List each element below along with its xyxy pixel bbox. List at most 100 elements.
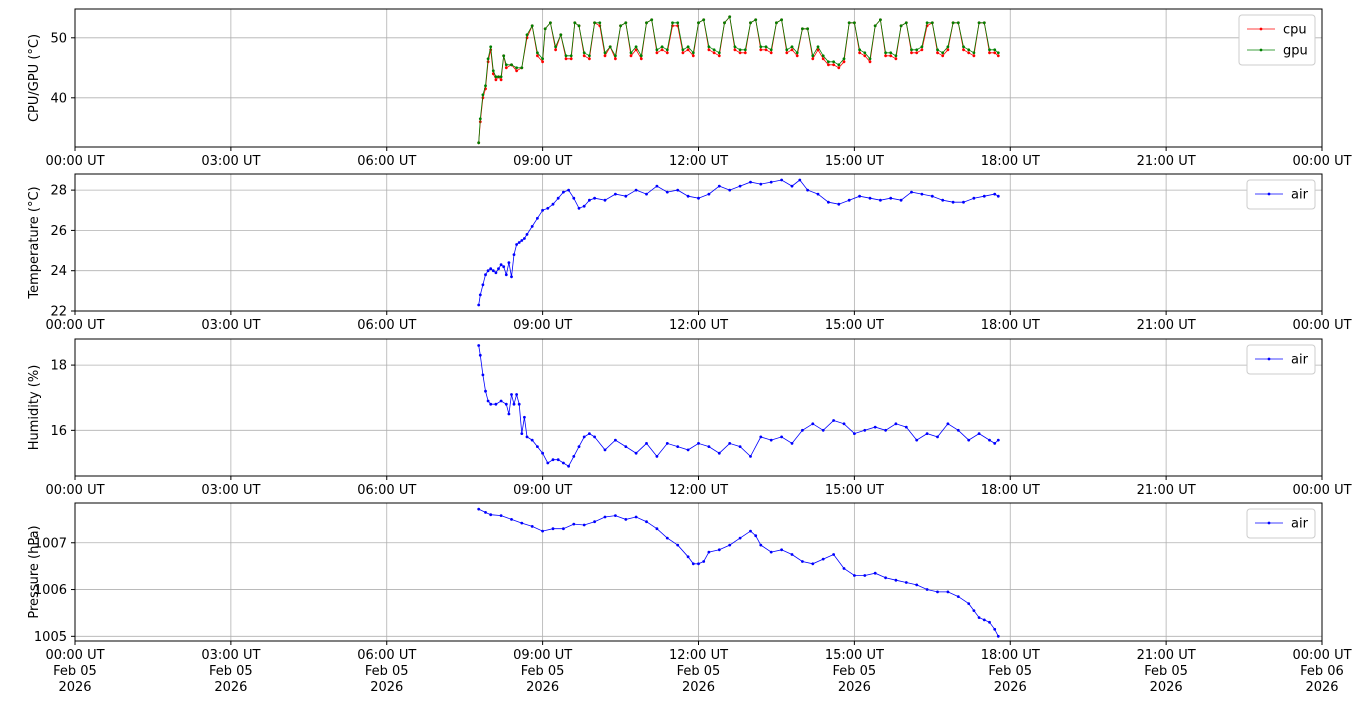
data-point xyxy=(634,188,638,192)
data-point xyxy=(996,54,1000,58)
data-point xyxy=(920,192,924,196)
data-point xyxy=(707,192,711,196)
y-tick-label: 26 xyxy=(50,224,67,239)
data-point xyxy=(494,271,498,275)
data-point xyxy=(502,54,506,58)
data-point xyxy=(486,399,490,403)
data-point xyxy=(624,445,628,448)
data-point xyxy=(660,48,664,52)
data-point xyxy=(573,21,577,25)
data-point xyxy=(894,54,898,58)
data-point xyxy=(728,442,732,445)
data-point xyxy=(541,451,544,455)
data-point xyxy=(489,402,493,406)
legend-marker xyxy=(1267,357,1271,361)
data-point xyxy=(655,527,659,531)
legend: cpu gpu xyxy=(1238,14,1316,66)
data-point xyxy=(832,60,835,64)
panel-4: 00:00 UT Feb 05 2026 03:00 UT Feb 05 2026 06:0… xyxy=(27,502,1352,695)
data-point xyxy=(614,438,617,442)
data-point xyxy=(717,548,721,552)
y-axis-label: Humidity (%) xyxy=(27,365,42,451)
data-point xyxy=(676,543,680,547)
x-tick-label: 21:00 UT Feb 05 2026 xyxy=(1137,648,1196,695)
data-point xyxy=(832,553,835,556)
data-point xyxy=(486,269,490,273)
data-point xyxy=(530,225,534,228)
data-point xyxy=(847,198,851,202)
data-point xyxy=(863,574,867,577)
data-point xyxy=(858,194,861,198)
data-point xyxy=(655,51,659,55)
data-point xyxy=(481,283,485,287)
data-point xyxy=(967,602,971,605)
data-point xyxy=(988,438,991,442)
data-point xyxy=(894,57,898,61)
data-point xyxy=(686,555,690,559)
data-point xyxy=(697,442,700,445)
data-point xyxy=(491,269,495,273)
data-point xyxy=(842,422,846,426)
data-point xyxy=(821,54,825,58)
y-tick-label: 28 xyxy=(50,184,67,199)
data-point xyxy=(910,190,913,194)
x-tick-label: 09:00 UT xyxy=(513,154,572,169)
data-point xyxy=(837,202,841,206)
data-point xyxy=(494,75,498,79)
data-point xyxy=(541,529,544,533)
data-point xyxy=(536,54,539,58)
data-point xyxy=(749,180,752,184)
data-point xyxy=(536,445,539,448)
x-tick-label: 09:00 UT xyxy=(513,483,572,498)
data-point xyxy=(554,45,557,49)
data-point xyxy=(499,75,503,79)
series-air xyxy=(477,344,1000,468)
series-line xyxy=(478,508,999,637)
legend-marker xyxy=(1267,521,1271,525)
data-point xyxy=(764,48,768,52)
data-point xyxy=(717,51,721,55)
data-point xyxy=(977,616,981,619)
data-point xyxy=(562,461,565,465)
data-point xyxy=(936,590,939,594)
data-point xyxy=(920,48,924,52)
data-point xyxy=(946,590,950,594)
data-point xyxy=(811,422,815,426)
data-point xyxy=(795,54,799,58)
data-point xyxy=(520,432,524,435)
data-point xyxy=(798,178,802,182)
data-point xyxy=(806,27,809,31)
data-point xyxy=(686,48,690,52)
data-point xyxy=(790,442,794,445)
data-point xyxy=(593,196,596,200)
data-point xyxy=(956,428,960,432)
data-point xyxy=(816,45,820,49)
data-point xyxy=(665,442,669,445)
data-point xyxy=(941,54,945,58)
data-point xyxy=(723,21,726,25)
plot-frame xyxy=(74,173,1323,312)
data-point xyxy=(811,57,815,61)
data-point xyxy=(702,18,706,22)
data-point xyxy=(717,184,721,188)
data-point xyxy=(525,33,529,37)
data-point xyxy=(691,562,695,566)
data-point xyxy=(769,51,773,55)
data-point xyxy=(530,24,534,28)
data-point xyxy=(588,432,591,435)
data-point xyxy=(543,27,547,31)
legend-label: air xyxy=(1291,517,1309,532)
data-point xyxy=(780,178,783,182)
data-point xyxy=(832,63,835,67)
y-tick-label: 22 xyxy=(50,305,67,320)
data-point xyxy=(759,48,763,52)
data-point xyxy=(541,60,544,64)
data-point xyxy=(982,194,986,198)
data-point xyxy=(515,66,518,70)
data-point xyxy=(806,188,809,192)
data-point xyxy=(884,428,887,432)
data-point xyxy=(577,445,581,448)
data-point xyxy=(790,45,794,49)
data-point xyxy=(512,253,516,256)
x-tick-label: 00:00 UT xyxy=(1292,483,1351,498)
